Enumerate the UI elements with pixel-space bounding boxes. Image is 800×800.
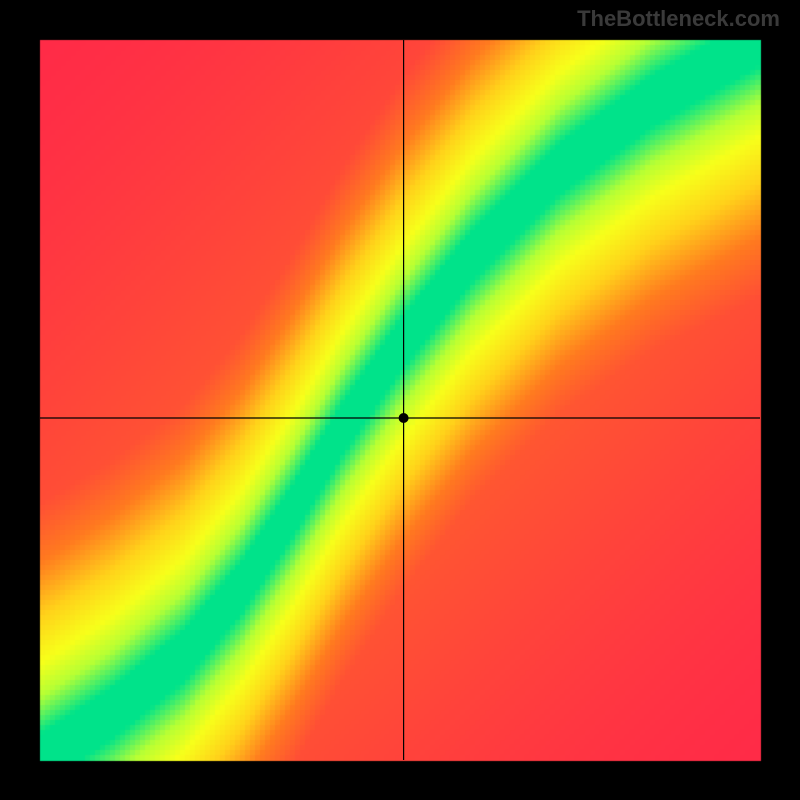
bottleneck-heatmap (0, 0, 800, 800)
chart-container: TheBottleneck.com (0, 0, 800, 800)
watermark-text: TheBottleneck.com (577, 6, 780, 32)
